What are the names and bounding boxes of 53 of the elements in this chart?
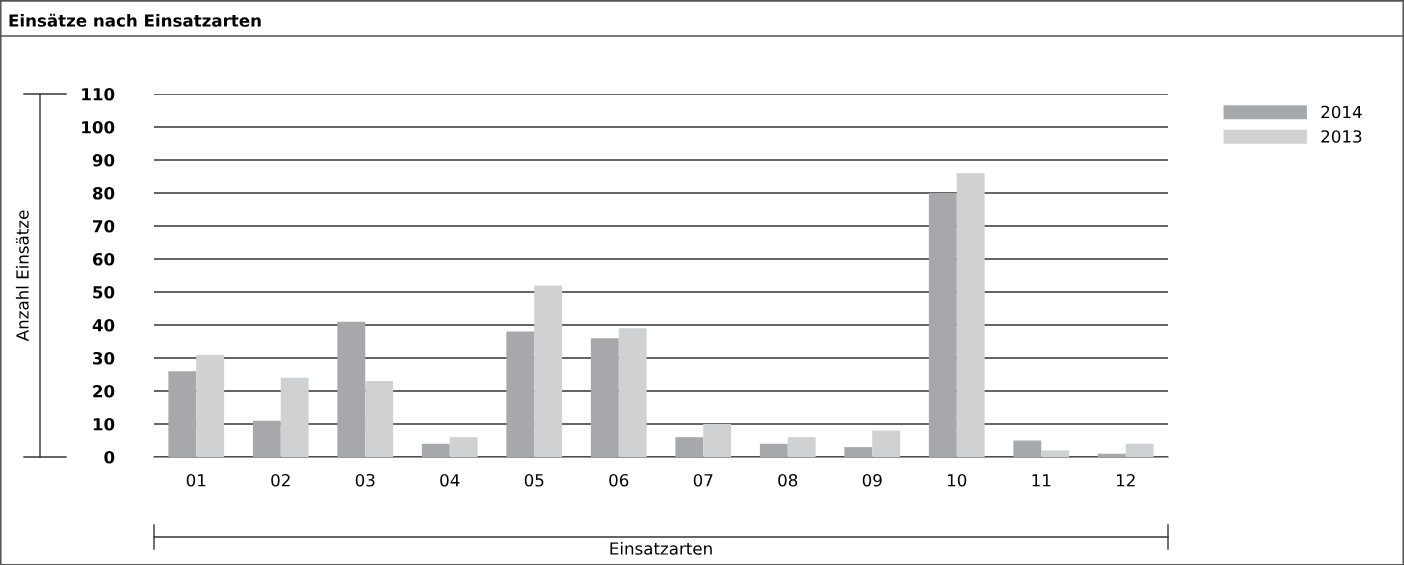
bar — [168, 371, 197, 457]
legend-label: 2014 — [1321, 105, 1362, 119]
y-tick-label: 40 — [92, 318, 115, 332]
bar — [872, 430, 901, 457]
y-tick-label: 110 — [82, 87, 115, 101]
y-tick-label: 50 — [93, 285, 115, 299]
x-tick-label: 06 — [609, 473, 629, 487]
x-tick-label: 02 — [271, 473, 290, 487]
bar — [1013, 440, 1042, 457]
x-tick-label: 01 — [186, 473, 206, 487]
bar — [337, 321, 366, 457]
bar — [534, 285, 563, 457]
x-tick-label: 03 — [355, 473, 375, 487]
y-tick-label: 80 — [92, 186, 115, 200]
bar — [1097, 453, 1126, 457]
x-tick-label: 09 — [862, 473, 882, 487]
bar — [1125, 443, 1154, 457]
x-tick-label: 12 — [1116, 473, 1135, 487]
bar — [421, 443, 450, 457]
y-tick-label: 70 — [93, 219, 115, 233]
y-tick-label: 30 — [93, 351, 115, 365]
y-tick-label: 90 — [92, 153, 115, 167]
bar — [280, 377, 309, 457]
bar — [590, 338, 619, 457]
y-tick-label: 60 — [92, 252, 115, 266]
x-tick-label: 10 — [947, 473, 967, 487]
chart-title: Einsätze nach Einsatzarten — [9, 13, 261, 27]
x-axis-title: Einsatzarten — [610, 541, 712, 555]
x-tick-label: 04 — [440, 473, 460, 487]
bar — [1041, 450, 1070, 457]
y-tick-label: 20 — [93, 384, 115, 398]
bar — [506, 331, 535, 457]
x-tick-label: 05 — [524, 473, 544, 487]
bar — [844, 447, 873, 457]
bar — [196, 354, 225, 457]
bar — [365, 381, 394, 457]
x-tick-label: 07 — [693, 473, 713, 487]
y-axis-title: Anzahl Einsätze — [15, 210, 29, 342]
bar — [252, 420, 281, 457]
x-tick-label: 08 — [778, 473, 798, 487]
bar — [956, 173, 985, 457]
y-tick-label: 10 — [93, 417, 115, 431]
bar — [759, 443, 788, 457]
bar — [703, 424, 732, 457]
bar — [787, 437, 816, 457]
y-tick-label: 0 — [104, 450, 115, 464]
bar — [675, 437, 704, 457]
bar — [928, 193, 957, 457]
legend-label: 2013 — [1321, 130, 1362, 143]
bar — [449, 437, 478, 457]
bar — [618, 328, 647, 457]
x-tick-label: 11 — [1032, 474, 1051, 487]
y-tick-label: 100 — [82, 120, 115, 134]
